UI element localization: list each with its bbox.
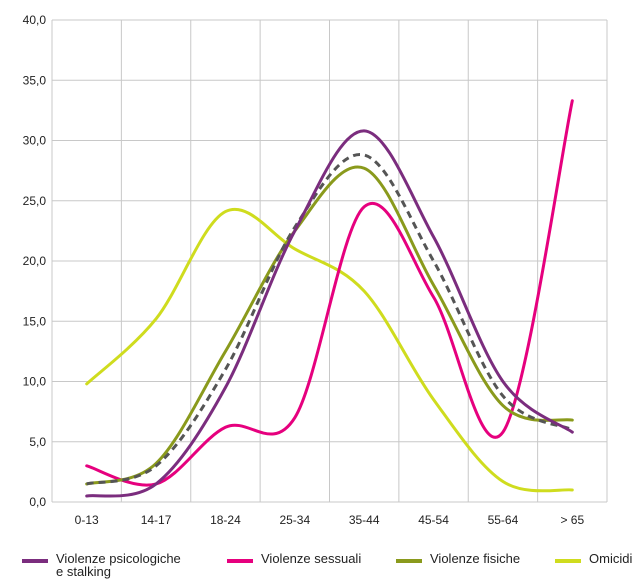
y-tick-label: 10,0 [23,375,47,389]
y-tick-label: 20,0 [23,254,47,268]
legend-label-psicologiche: Violenze psicologiche e stalking [56,551,181,579]
x-tick-label: 0-13 [75,513,99,527]
legend-item-violenze-fisiche: Violenze fisiche [396,552,520,565]
series-line-omicidi [85,207,574,493]
series-line-dashed-total [86,153,573,486]
series-line-psicologiche [85,129,574,498]
y-tick-label: 25,0 [23,194,47,208]
legend-swatch-fisiche [396,559,422,563]
series-lines [85,99,574,498]
x-tick-label: > 65 [560,513,584,527]
legend-item-omicidi: Omicidi [555,552,632,565]
y-tick-label: 0,0 [29,495,46,509]
legend-swatch-sessuali [227,559,253,563]
x-tick-label: 55-64 [488,513,519,527]
legend-label-omicidi: Omicidi [589,551,633,566]
x-tick-label: 35-44 [349,513,380,527]
x-tick-label: 45-54 [418,513,449,527]
legend-item-violenze-sessuali: Violenze sessuali [227,552,361,565]
legend-label-sessuali: Violenze sessuali [261,551,362,566]
x-tick-label: 25-34 [279,513,310,527]
x-tick-label: 14-17 [141,513,172,527]
y-tick-label: 40,0 [23,13,47,27]
y-tick-label: 35,0 [23,73,47,87]
series-line-fisiche [85,165,574,486]
y-tick-label: 5,0 [29,435,46,449]
y-tick-label: 15,0 [23,314,47,328]
y-tick-label: 30,0 [23,134,47,148]
legend-item-violenze-psicologiche: Violenze psicologiche e stalking [22,552,181,578]
y-axis-ticks: 0,0 5,0 10,0 15,0 20,0 25,0 30,0 35,0 40,0 [23,13,47,509]
legend-swatch-psicologiche [22,559,48,563]
line-chart: 0,0 5,0 10,0 15,0 20,0 25,0 30,0 35,0 40,0 0-13 1… [23,13,608,527]
chart-grid [51,19,608,503]
legend-swatch-omicidi [555,559,581,563]
x-axis-ticks: 0-13 14-17 18-24 25-34 35-44 45-54 55-64 > 65 [75,513,585,527]
x-tick-label: 18-24 [210,513,241,527]
legend-label-fisiche: Violenze fisiche [430,551,521,566]
chart-legend: Violenze psicologiche e stalking Violenz… [0,552,639,585]
